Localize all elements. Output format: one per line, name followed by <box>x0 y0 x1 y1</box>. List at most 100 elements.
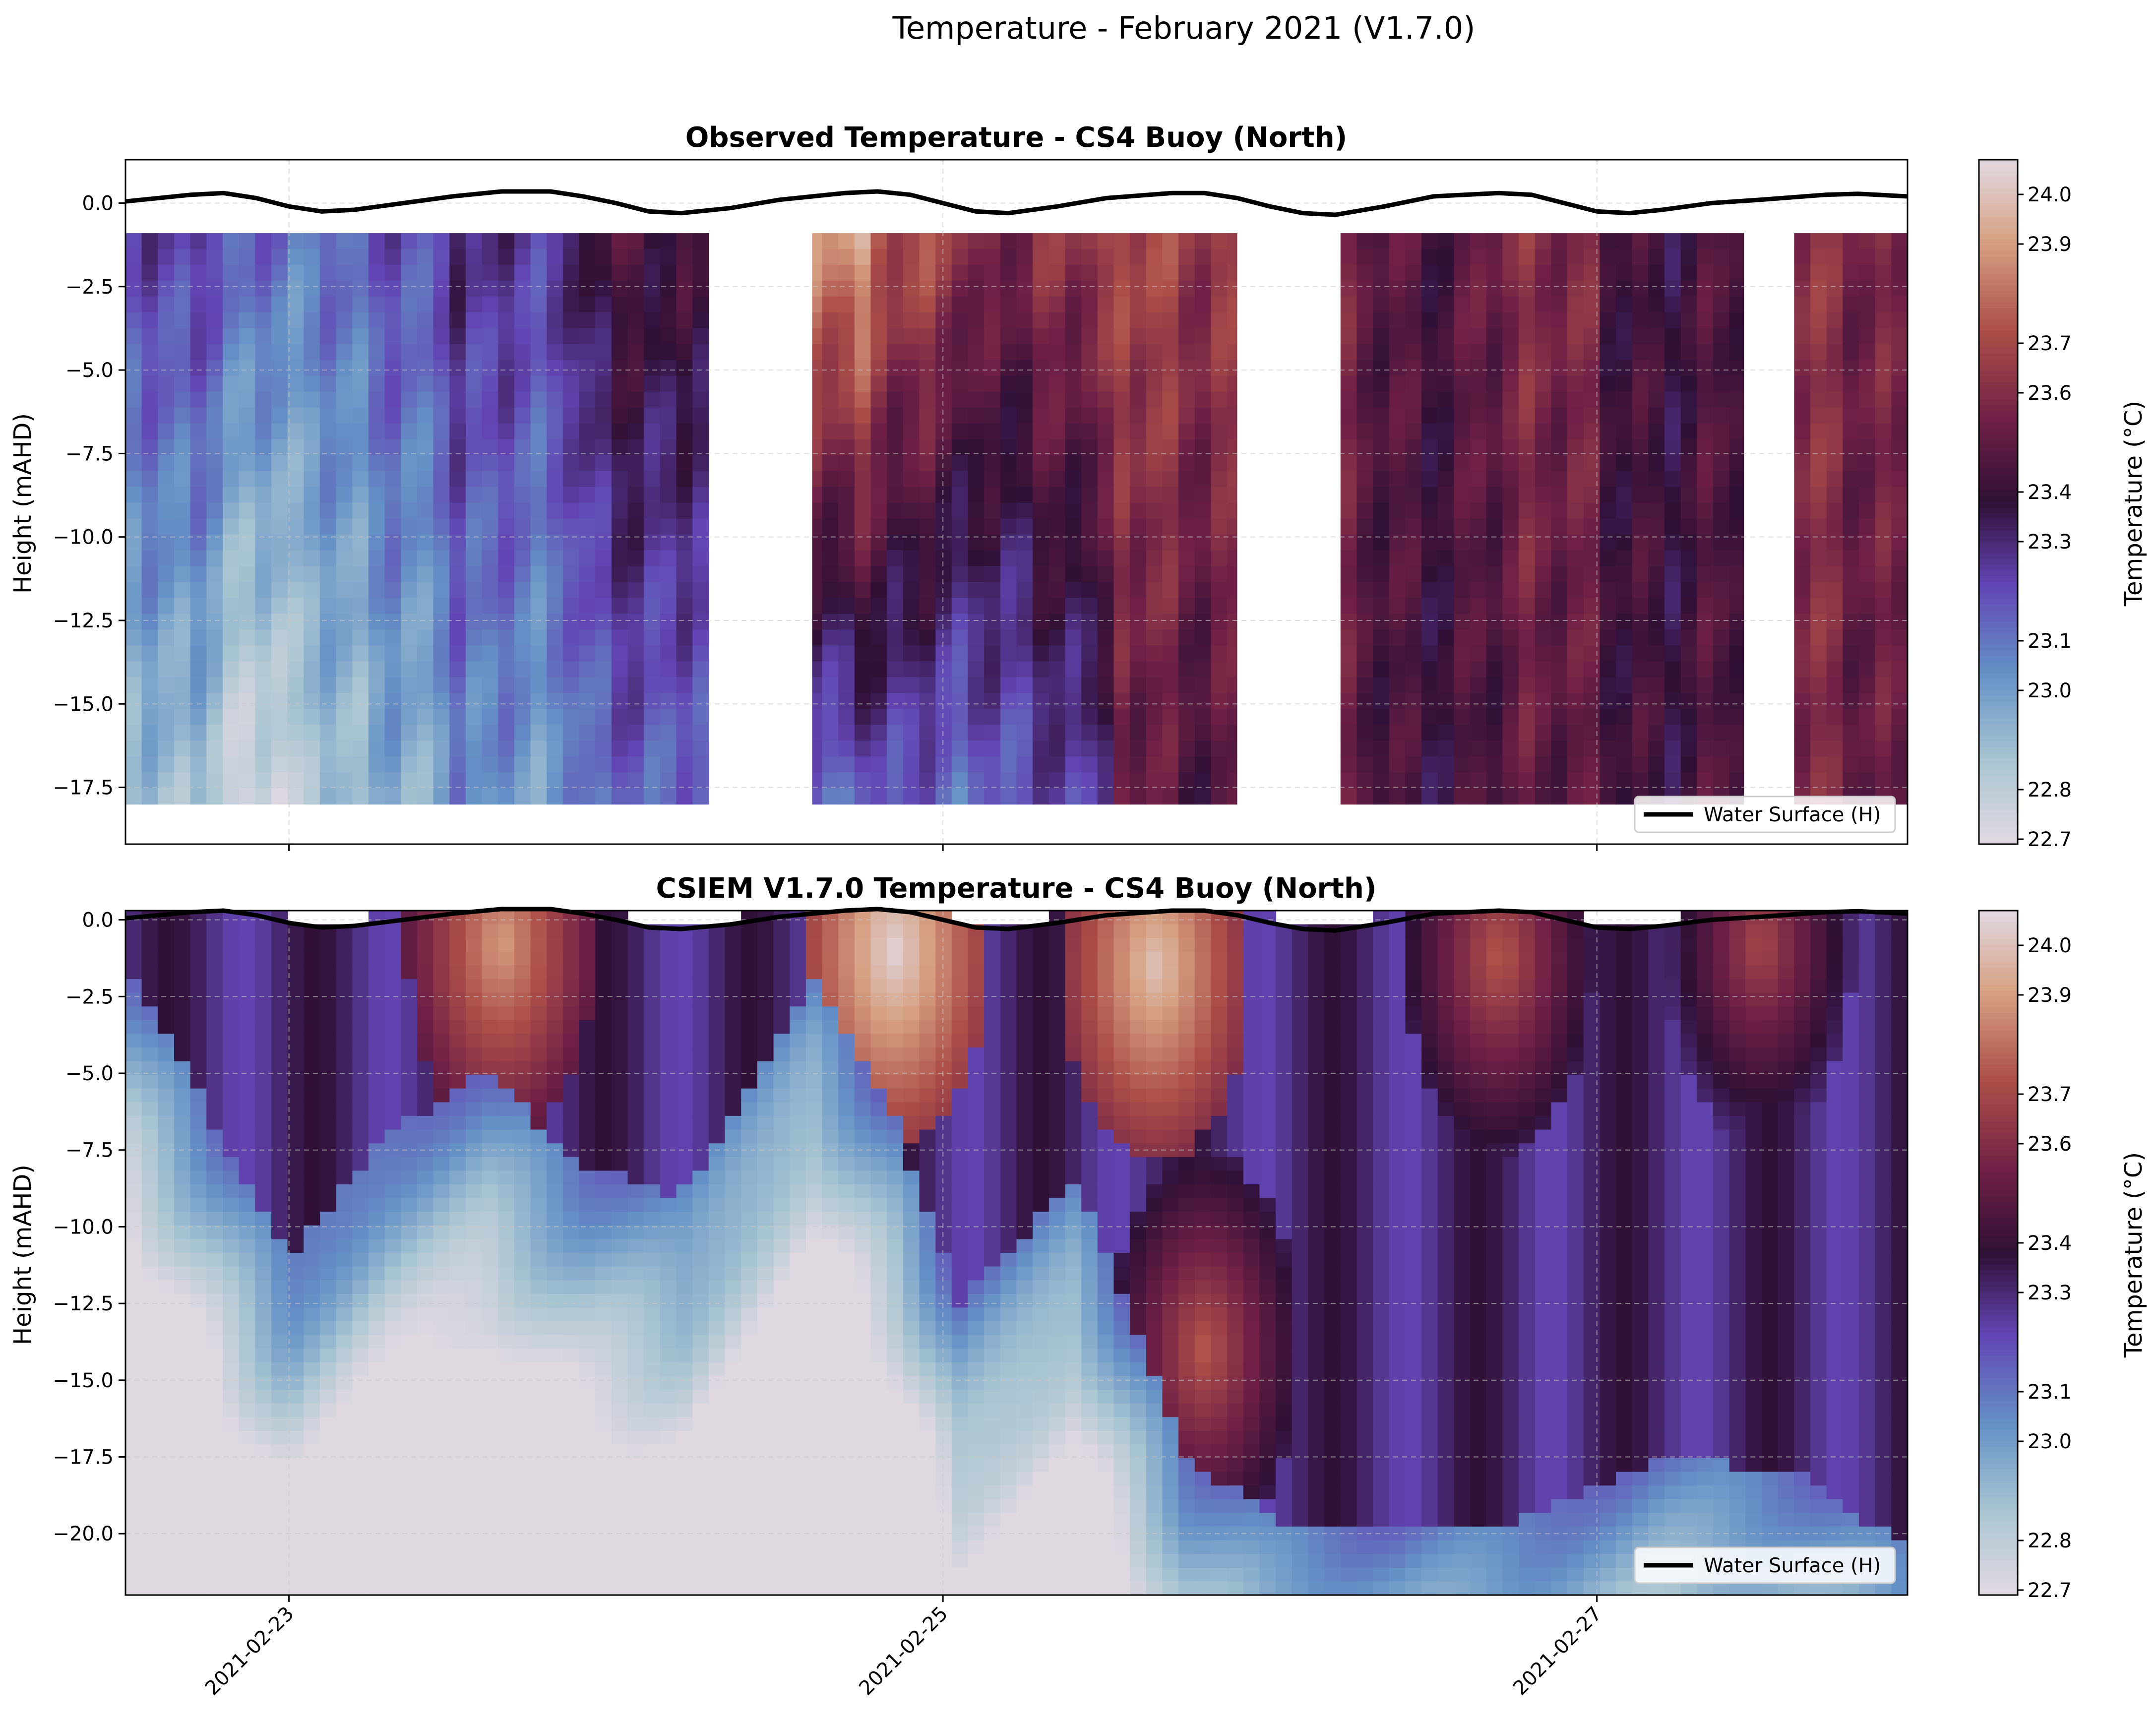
heatmap-cell <box>530 1034 548 1048</box>
heatmap-cell <box>1875 487 1892 503</box>
heatmap-cell <box>1794 265 1811 282</box>
heatmap-cell <box>255 1225 272 1240</box>
heatmap-cell <box>1113 281 1131 297</box>
heatmap-cell <box>1356 487 1374 503</box>
heatmap-cell <box>595 788 612 805</box>
heatmap-cell <box>319 645 337 662</box>
heatmap-cell <box>562 297 580 313</box>
heatmap-cell <box>125 1047 142 1062</box>
heatmap-cell <box>174 614 191 630</box>
heatmap-cell <box>838 391 855 408</box>
legend-label: Water Surface (H) <box>1704 803 1881 826</box>
heatmap-cell <box>449 788 466 805</box>
heatmap-cell <box>304 1047 320 1062</box>
heatmap-cell <box>336 614 353 630</box>
heatmap-cell <box>498 1540 515 1555</box>
heatmap-cell <box>547 992 563 1007</box>
heatmap-cell <box>1340 550 1357 567</box>
heatmap-cell <box>1000 788 1017 805</box>
heatmap-cell <box>304 1540 320 1555</box>
heatmap-cell <box>498 582 515 599</box>
heatmap-cell <box>255 1430 272 1445</box>
heatmap-cell <box>125 566 142 583</box>
heatmap-cell <box>498 979 515 993</box>
heatmap-cell <box>854 788 871 805</box>
heatmap-cell <box>206 1513 223 1527</box>
heatmap-cell <box>336 502 353 519</box>
heatmap-cell <box>449 582 466 599</box>
heatmap-cell <box>304 979 320 993</box>
heatmap-cell <box>465 1198 483 1213</box>
heatmap-cell <box>222 661 240 678</box>
heatmap-cell <box>141 1581 159 1596</box>
heatmap-cell <box>271 1335 288 1350</box>
heatmap-cell <box>384 1540 402 1555</box>
heatmap-cell <box>255 1157 272 1171</box>
heatmap-cell <box>141 1266 159 1281</box>
heatmap-cell <box>562 661 580 678</box>
heatmap-cell <box>579 297 596 313</box>
heatmap-cell <box>1065 375 1082 392</box>
heatmap-cell <box>1081 344 1098 361</box>
heatmap-cell <box>1600 502 1617 519</box>
heatmap-cell <box>465 598 483 615</box>
heatmap-cell <box>190 1499 207 1514</box>
heatmap-cell <box>239 487 256 503</box>
heatmap-cell <box>190 1362 207 1377</box>
heatmap-cell <box>660 423 677 440</box>
heatmap-cell <box>255 1321 272 1336</box>
heatmap-cell <box>1146 375 1163 392</box>
heatmap-cell <box>1356 297 1374 313</box>
heatmap-cell <box>222 1239 240 1253</box>
heatmap-cell <box>271 1321 288 1336</box>
heatmap-cell <box>951 360 969 376</box>
heatmap-cell <box>206 924 223 939</box>
heatmap-cell <box>465 1212 483 1226</box>
heatmap-cell <box>1486 614 1503 630</box>
heatmap-cell <box>1421 265 1438 282</box>
heatmap-cell <box>530 1458 548 1473</box>
heatmap-cell <box>644 550 661 567</box>
heatmap-cell <box>352 772 369 789</box>
heatmap-cell <box>1810 455 1827 472</box>
heatmap-cell <box>1340 566 1357 583</box>
heatmap-cell <box>984 614 1001 630</box>
heatmap-cell <box>1421 629 1438 646</box>
heatmap-cell <box>465 550 483 567</box>
heatmap-cell <box>547 1198 563 1213</box>
heatmap-cell <box>190 614 207 630</box>
heatmap-cell <box>1486 740 1503 757</box>
heatmap-cell <box>271 518 288 535</box>
heatmap-cell <box>336 772 353 789</box>
heatmap-cell <box>401 360 418 376</box>
heatmap-cell <box>206 1157 223 1171</box>
heatmap-cell <box>547 265 563 282</box>
heatmap-cell <box>1081 693 1098 710</box>
heatmap-cell <box>1130 756 1147 773</box>
heatmap-cell <box>239 677 256 694</box>
heatmap-cell <box>514 471 531 488</box>
heatmap-cell <box>368 951 385 966</box>
heatmap-cell <box>627 518 645 535</box>
heatmap-cell <box>158 471 175 488</box>
heatmap-cell <box>1211 709 1228 726</box>
colorbar-swatch <box>1979 644 2018 651</box>
heatmap-cell <box>158 788 175 805</box>
heatmap-cell <box>222 1034 240 1048</box>
heatmap-cell <box>1616 375 1633 392</box>
heatmap-cell <box>1616 518 1633 535</box>
heatmap-cell <box>125 1020 142 1035</box>
heatmap-cell <box>141 1075 159 1089</box>
heatmap-cell <box>1211 423 1228 440</box>
heatmap-cell <box>384 1349 402 1363</box>
heatmap-cell <box>174 1485 191 1500</box>
heatmap-cell <box>1162 518 1179 535</box>
heatmap-cell <box>1421 439 1438 456</box>
heatmap-cell <box>1875 328 1892 345</box>
heatmap-cell <box>304 1129 320 1144</box>
heatmap-cell <box>530 725 548 741</box>
heatmap-cell <box>1502 518 1520 535</box>
heatmap-cell <box>1081 629 1098 646</box>
heatmap-cell <box>449 1472 466 1486</box>
heatmap-cell <box>984 772 1001 789</box>
